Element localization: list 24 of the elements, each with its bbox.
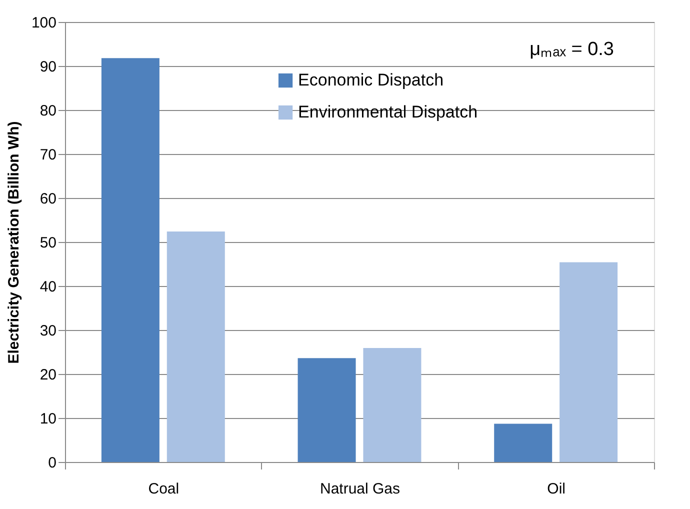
bar xyxy=(560,262,618,462)
bar xyxy=(166,231,225,462)
y-tick-label: 10 xyxy=(40,410,56,428)
x-tick-label: Oil xyxy=(547,480,566,498)
y-tick-label: 90 xyxy=(40,58,56,76)
y-tick-label: 80 xyxy=(40,102,56,120)
y-axis-title: Electricity Generation (Billion Wh) xyxy=(5,121,22,364)
y-tick-label: 0 xyxy=(48,454,56,472)
annotation: μₘₐₓ = 0.3 xyxy=(530,39,614,60)
bar xyxy=(494,424,552,462)
y-tick-label: 30 xyxy=(40,322,56,340)
x-tick-label: Natrual Gas xyxy=(320,480,400,498)
y-tick-label: 60 xyxy=(40,190,56,208)
y-tick-label: 40 xyxy=(40,278,56,296)
x-tick-label: Coal xyxy=(148,480,180,498)
bar xyxy=(363,348,422,462)
y-tick-label: 100 xyxy=(31,14,56,32)
legend-label: Environmental Dispatch xyxy=(298,102,478,122)
bar xyxy=(101,58,160,462)
y-tick-label: 70 xyxy=(40,146,56,164)
legend-label: Economic Dispatch xyxy=(298,70,444,90)
y-tick-label: 20 xyxy=(40,366,56,384)
y-tick-label: 50 xyxy=(40,234,56,252)
bar xyxy=(298,358,356,462)
